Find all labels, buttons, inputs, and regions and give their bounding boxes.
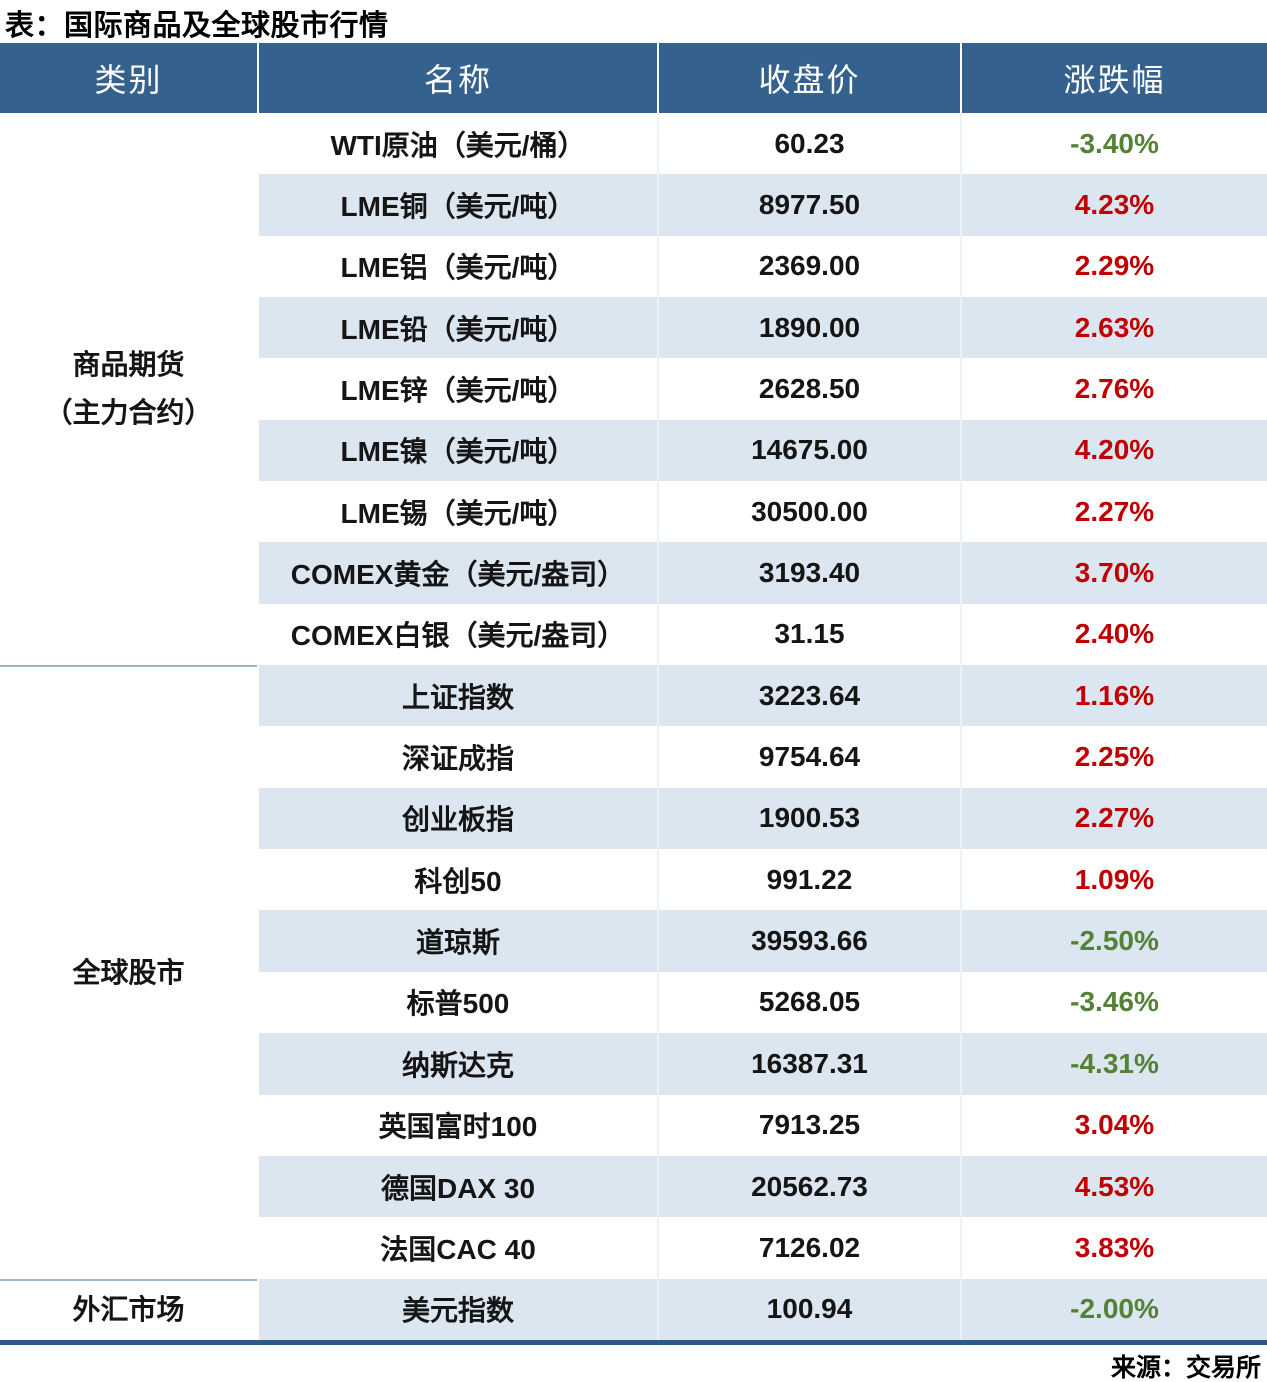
change-percent-cell: -3.46% <box>960 971 1267 1034</box>
close-price-cell: 14675.00 <box>657 419 960 482</box>
close-price-cell: 991.22 <box>657 849 960 911</box>
close-price-cell: 7126.02 <box>657 1217 960 1279</box>
close-price-cell: 39593.66 <box>657 910 960 972</box>
close-price-cell: 5268.05 <box>657 971 960 1034</box>
close-price-cell: 16387.31 <box>657 1033 960 1095</box>
name-cell: 法国CAC 40 <box>257 1217 657 1279</box>
change-percent-cell: 2.27% <box>960 481 1267 543</box>
name-cell: 德国DAX 30 <box>257 1155 657 1218</box>
name-cell: LME铝（美元/吨） <box>257 235 657 298</box>
name-cell: 标普500 <box>257 971 657 1034</box>
category-cell: 全球股市 <box>0 665 257 1279</box>
category-label-line: （主力合约） <box>44 397 213 429</box>
name-cell: WTI原油（美元/桶） <box>257 113 657 175</box>
name-cell: LME铅（美元/吨） <box>257 297 657 359</box>
close-price-cell: 60.23 <box>657 113 960 175</box>
change-percent-cell: 2.29% <box>960 235 1267 298</box>
change-percent-cell: -3.40% <box>960 113 1267 175</box>
category-label-line: 外汇市场 <box>72 1294 185 1326</box>
change-percent-cell: 2.76% <box>960 358 1267 420</box>
close-price-cell: 1890.00 <box>657 297 960 359</box>
name-cell: LME锡（美元/吨） <box>257 481 657 543</box>
change-percent-cell: 3.83% <box>960 1217 1267 1279</box>
change-percent-cell: 3.04% <box>960 1094 1267 1156</box>
change-percent-cell: 2.25% <box>960 726 1267 788</box>
change-percent-cell: 4.20% <box>960 419 1267 482</box>
name-cell: 深证成指 <box>257 726 657 788</box>
change-percent-cell: 1.16% <box>960 665 1267 727</box>
name-cell: 科创50 <box>257 849 657 911</box>
close-price-cell: 8977.50 <box>657 174 960 236</box>
header-cell-change: 涨跌幅 <box>960 43 1267 113</box>
change-percent-cell: 4.53% <box>960 1155 1267 1218</box>
close-price-cell: 20562.73 <box>657 1155 960 1218</box>
change-percent-cell: 2.27% <box>960 787 1267 850</box>
header-cell-category: 类别 <box>0 43 257 113</box>
change-percent-cell: 2.63% <box>960 297 1267 359</box>
close-price-cell: 9754.64 <box>657 726 960 788</box>
category-label-line: 商品期货 <box>72 349 185 381</box>
market-table: 类别 名称 收盘价 涨跌幅 商品期货 （主力合约） WTI原油（美元/桶） 60.23… <box>0 43 1267 1345</box>
change-percent-cell: 2.40% <box>960 603 1267 666</box>
change-percent-cell: 3.70% <box>960 542 1267 604</box>
page-title: 表：国际商品及全球股市行情 <box>5 10 389 42</box>
name-cell: 创业板指 <box>257 787 657 850</box>
name-cell: LME镍（美元/吨） <box>257 419 657 482</box>
category-label-line: 全球股市 <box>72 956 185 988</box>
close-price-cell: 3223.64 <box>657 665 960 727</box>
name-cell: 英国富时100 <box>257 1094 657 1156</box>
name-cell: LME铜（美元/吨） <box>257 174 657 236</box>
close-price-cell: 2369.00 <box>657 235 960 298</box>
change-percent-cell: -4.31% <box>960 1033 1267 1095</box>
close-price-cell: 30500.00 <box>657 481 960 543</box>
category-cell: 外汇市场 <box>0 1278 257 1340</box>
header-cell-name: 名称 <box>257 43 657 113</box>
change-percent-cell: 1.09% <box>960 849 1267 911</box>
category-cell: 商品期货 （主力合约） <box>0 113 257 666</box>
change-percent-cell: -2.00% <box>960 1278 1267 1340</box>
source-note: 来源：交易所 <box>1110 1354 1261 1382</box>
close-price-cell: 1900.53 <box>657 787 960 850</box>
close-price-cell: 3193.40 <box>657 542 960 604</box>
name-cell: 上证指数 <box>257 665 657 727</box>
close-price-cell: 31.15 <box>657 603 960 666</box>
name-cell: 道琼斯 <box>257 910 657 972</box>
close-price-cell: 7913.25 <box>657 1094 960 1156</box>
name-cell: LME锌（美元/吨） <box>257 358 657 420</box>
close-price-cell: 100.94 <box>657 1278 960 1340</box>
name-cell: 美元指数 <box>257 1278 657 1340</box>
name-cell: 纳斯达克 <box>257 1033 657 1095</box>
header-cell-close: 收盘价 <box>657 43 960 113</box>
name-cell: COMEX白银（美元/盎司） <box>257 603 657 666</box>
close-price-cell: 2628.50 <box>657 358 960 420</box>
change-percent-cell: -2.50% <box>960 910 1267 972</box>
change-percent-cell: 4.23% <box>960 174 1267 236</box>
name-cell: COMEX黄金（美元/盎司） <box>257 542 657 604</box>
